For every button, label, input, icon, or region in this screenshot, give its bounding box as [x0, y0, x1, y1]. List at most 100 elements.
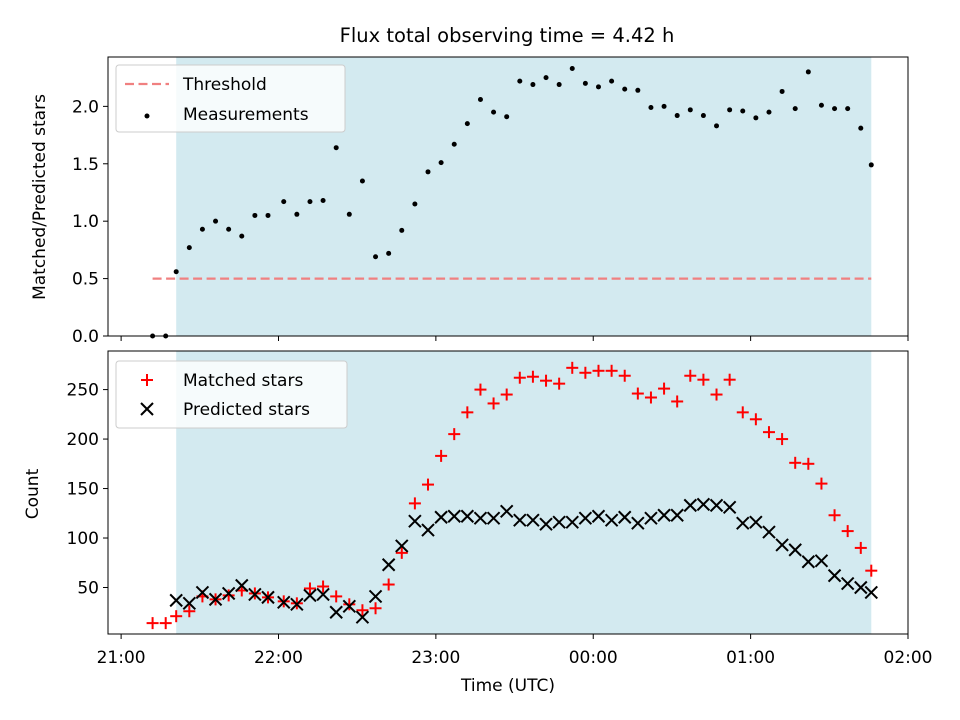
matched-star-point — [762, 426, 775, 439]
matched-star-point — [422, 478, 434, 491]
predicted-star-point — [182, 596, 197, 611]
matched-star-point — [592, 364, 605, 377]
predicted-star-point — [801, 555, 816, 569]
matched-star-point — [736, 406, 749, 419]
measurement-point — [569, 65, 575, 71]
measurement-point — [805, 69, 811, 75]
measurement-point — [281, 199, 287, 205]
x-tick-label: 02:00 — [884, 648, 933, 668]
legend-predicted-swatch — [140, 402, 154, 416]
top-legend: Threshold Measurements — [115, 64, 346, 133]
measurement-point — [294, 211, 300, 217]
matched-star-point — [644, 391, 657, 404]
predicted-star-point — [421, 523, 435, 537]
measurement-point — [265, 212, 271, 218]
matched-star-point — [382, 578, 395, 591]
bottom-legend-frame — [115, 360, 348, 429]
bottom-axes-frame — [107, 350, 909, 635]
matched-star-point — [865, 564, 878, 577]
matched-star-point — [789, 456, 802, 469]
measurement-point — [868, 162, 874, 168]
predicted-star-point — [355, 610, 370, 624]
y-tick-label: 100 — [67, 529, 99, 549]
matched-star-point — [658, 382, 671, 395]
measurement-point — [661, 103, 667, 109]
matched-star-point — [448, 428, 461, 441]
predicted-star-point — [670, 508, 684, 522]
measurement-point — [226, 226, 232, 232]
legend-measurements-swatch — [144, 113, 150, 119]
predicted-star-point — [316, 587, 330, 602]
matched-star-point — [500, 388, 513, 401]
measurement-point — [845, 106, 851, 112]
y-tick-label: 0.0 — [72, 327, 99, 347]
top-y-axis-label: Matched/Predicted stars — [30, 94, 50, 300]
measurement-point — [779, 88, 785, 94]
matched-star-point — [183, 605, 196, 618]
y-tick-label: 1.0 — [72, 212, 99, 232]
predicted-star-point — [683, 498, 698, 513]
predicted-star-point — [513, 513, 527, 527]
matched-star-point — [749, 413, 762, 426]
measurement-point — [412, 201, 418, 207]
matched-star-point — [356, 604, 369, 617]
matched-star-point — [474, 383, 487, 396]
predicted-star-point — [329, 605, 343, 619]
y-tick-label: 150 — [67, 480, 99, 500]
measurement-point — [727, 107, 733, 113]
matched-star-point — [513, 371, 526, 384]
matched-star-point — [159, 617, 172, 630]
matched-star-point — [723, 373, 736, 386]
top-y-ticks: 0.0 0.5 1.0 1.5 2.0 — [72, 97, 108, 347]
predicted-star-point — [486, 511, 501, 525]
measurement-point — [359, 178, 365, 184]
predicted-star-point — [604, 513, 619, 527]
y-tick-label: 200 — [67, 430, 99, 450]
matched-star-point — [671, 395, 684, 408]
matched-star-point — [828, 509, 841, 522]
chart-title: Flux total observing time = 4.42 h — [340, 24, 675, 47]
predicted-star-point — [696, 497, 711, 512]
predicted-star-point — [235, 578, 249, 593]
predicted-star-point — [221, 586, 236, 601]
matched-star-point — [303, 582, 316, 595]
matched-star-point — [540, 374, 553, 387]
matched-star-point — [461, 406, 474, 419]
measurement-point — [333, 145, 339, 151]
matched-star-point — [841, 525, 854, 538]
measurement-point — [173, 269, 179, 275]
measurement-point — [740, 108, 746, 114]
predicted-star-point — [342, 599, 357, 614]
y-tick-label: 0.5 — [72, 270, 99, 290]
measurement-point — [543, 75, 549, 81]
predicted-star-point — [618, 510, 632, 524]
measurement-point — [451, 141, 457, 147]
predicted-star-point — [864, 585, 878, 600]
predicted-star-point — [526, 513, 540, 527]
measurement-point — [753, 115, 759, 121]
matched-star-point — [579, 366, 592, 379]
y-tick-label: 250 — [67, 381, 99, 401]
matched-star-point — [435, 449, 448, 462]
matched-star-point — [802, 457, 815, 470]
measurements-points — [150, 65, 874, 339]
measurement-point — [832, 106, 838, 112]
predicted-star-point — [169, 593, 183, 608]
measurement-point — [648, 105, 654, 111]
predicted-star-point — [591, 509, 606, 523]
predicted-star-point — [473, 511, 488, 525]
predicted-star-point — [248, 587, 262, 602]
matched-star-point — [408, 497, 421, 510]
predicted-star-point — [303, 588, 317, 603]
measurement-point — [464, 121, 470, 127]
predicted-star-point — [395, 539, 409, 553]
bottom-y-ticks: 50 100 150 200 250 — [67, 381, 108, 598]
y-tick-label: 50 — [77, 578, 99, 598]
matched-star-point — [815, 477, 828, 490]
measurement-point — [399, 227, 405, 233]
predicted-star-point — [195, 585, 210, 600]
predicted-star-point — [709, 498, 724, 513]
top-legend-frame — [115, 64, 346, 133]
measurement-point — [858, 125, 864, 131]
measurement-point — [622, 86, 628, 92]
